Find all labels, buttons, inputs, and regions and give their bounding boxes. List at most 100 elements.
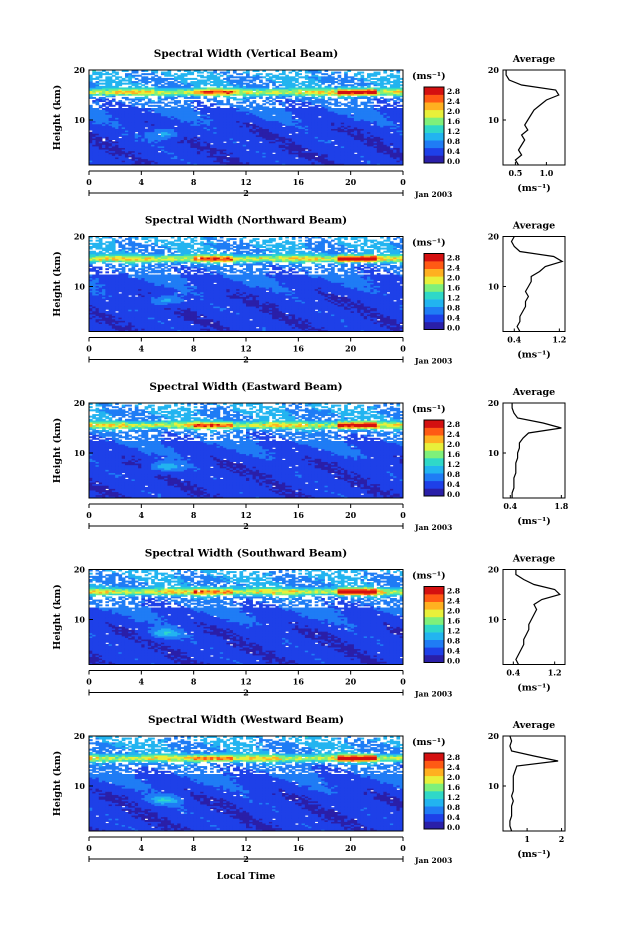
heatmap-cell	[334, 81, 338, 83]
heatmap-cell	[217, 100, 221, 102]
heatmap-cell	[347, 76, 351, 78]
heatmap-cell	[331, 103, 335, 105]
heatmap-cell	[295, 103, 299, 105]
heatmap-cell	[246, 80, 250, 82]
heatmap-cell	[112, 108, 116, 110]
heatmap-cell	[370, 105, 374, 107]
heatmap-cell	[351, 97, 355, 99]
heatmap-cell	[194, 78, 198, 80]
heatmap-cell	[230, 87, 234, 89]
heatmap-cell	[396, 102, 400, 104]
heatmap-cell	[220, 100, 224, 102]
heatmap-cell	[148, 81, 152, 83]
heatmap-cell	[99, 83, 103, 85]
heatmap-cell	[266, 106, 270, 108]
heatmap-cell	[298, 99, 302, 101]
heatmap-cell	[305, 84, 309, 86]
heatmap-cell	[213, 103, 217, 105]
heatmap-cell	[174, 97, 178, 99]
heatmap-cell	[367, 83, 371, 85]
heatmap-cell	[243, 86, 247, 88]
heatmap-cell	[302, 76, 306, 78]
heatmap-cell	[279, 108, 283, 110]
heatmap-cell	[377, 83, 381, 85]
heatmap-cell	[282, 108, 286, 110]
heatmap-cell	[125, 83, 129, 85]
heatmap-cell	[105, 72, 109, 74]
heatmap-cell	[259, 73, 263, 75]
heatmap-cell	[272, 80, 276, 82]
heatmap-cell	[256, 103, 260, 105]
heatmap-cell	[318, 99, 322, 101]
heatmap-cell	[338, 72, 342, 74]
heatmap-cell	[223, 81, 227, 83]
heatmap-cell	[217, 106, 221, 108]
heatmap-cell	[383, 105, 387, 107]
heatmap-cell	[197, 111, 201, 113]
heatmap-cell	[141, 87, 145, 89]
heatmap-cell	[122, 102, 126, 104]
heatmap-cell	[360, 108, 364, 110]
heatmap-cell	[187, 83, 191, 85]
heatmap-cell	[161, 72, 165, 74]
heatmap-cell	[279, 76, 283, 78]
colorbar-segment	[424, 102, 444, 110]
heatmap-cell	[141, 103, 145, 105]
heatmap-cell	[282, 87, 286, 89]
heatmap-cell	[305, 75, 309, 77]
heatmap-cell	[207, 114, 211, 116]
heatmap-cell	[187, 103, 191, 105]
heatmap-cell	[259, 80, 263, 82]
heatmap-cell	[347, 102, 351, 104]
heatmap-cell	[315, 105, 319, 107]
heatmap-cell	[246, 97, 250, 99]
heatmap-cell	[220, 87, 224, 89]
heatmap-cell	[174, 76, 178, 78]
heatmap-cell	[282, 127, 286, 129]
heatmap-cell	[357, 87, 361, 89]
heatmap-cell	[164, 78, 168, 80]
heatmap-cell	[177, 108, 181, 110]
heatmap-cell	[138, 86, 142, 88]
heatmap-cell	[334, 72, 338, 74]
heatmap-cell	[194, 106, 198, 108]
heatmap-cell	[354, 78, 358, 80]
heatmap-cell	[262, 106, 266, 108]
heatmap-cell	[181, 105, 185, 107]
heatmap-cell	[249, 84, 253, 86]
heatmap-cell	[351, 114, 355, 116]
heatmap-cell	[161, 106, 165, 108]
heatmap-cell	[151, 105, 155, 107]
heatmap-cell	[279, 84, 283, 86]
heatmap-cell	[364, 102, 368, 104]
heatmap-cell	[135, 97, 139, 99]
heatmap-cell	[279, 81, 283, 83]
heatmap-cell	[334, 78, 338, 80]
heatmap-cell	[377, 78, 381, 80]
heatmap-cell	[213, 75, 217, 77]
heatmap-cell	[305, 108, 309, 110]
heatmap-cell	[239, 102, 243, 104]
heatmap-cell	[105, 99, 109, 101]
heatmap-cell	[249, 80, 253, 82]
heatmap-cell	[377, 105, 381, 107]
heatmap-cell	[380, 106, 384, 108]
heatmap-cell	[125, 108, 129, 110]
heatmap-cell	[158, 105, 162, 107]
heatmap-cell	[118, 80, 122, 82]
heatmap-cell	[118, 100, 122, 102]
heatmap-cell	[393, 80, 397, 82]
heatmap-cell	[289, 103, 293, 105]
heatmap-cell	[328, 97, 332, 99]
heatmap-cell	[266, 73, 270, 75]
heatmap-cell	[367, 80, 371, 82]
heatmap-cell	[302, 108, 306, 110]
heatmap-cell	[210, 103, 214, 105]
heatmap-cell	[308, 106, 312, 108]
heatmap-cell	[135, 102, 139, 104]
heatmap-cell	[164, 103, 168, 105]
heatmap-cell	[282, 102, 286, 104]
heatmap-cell	[236, 99, 240, 101]
heatmap-cell	[325, 100, 329, 102]
heatmap-cell	[259, 111, 263, 113]
